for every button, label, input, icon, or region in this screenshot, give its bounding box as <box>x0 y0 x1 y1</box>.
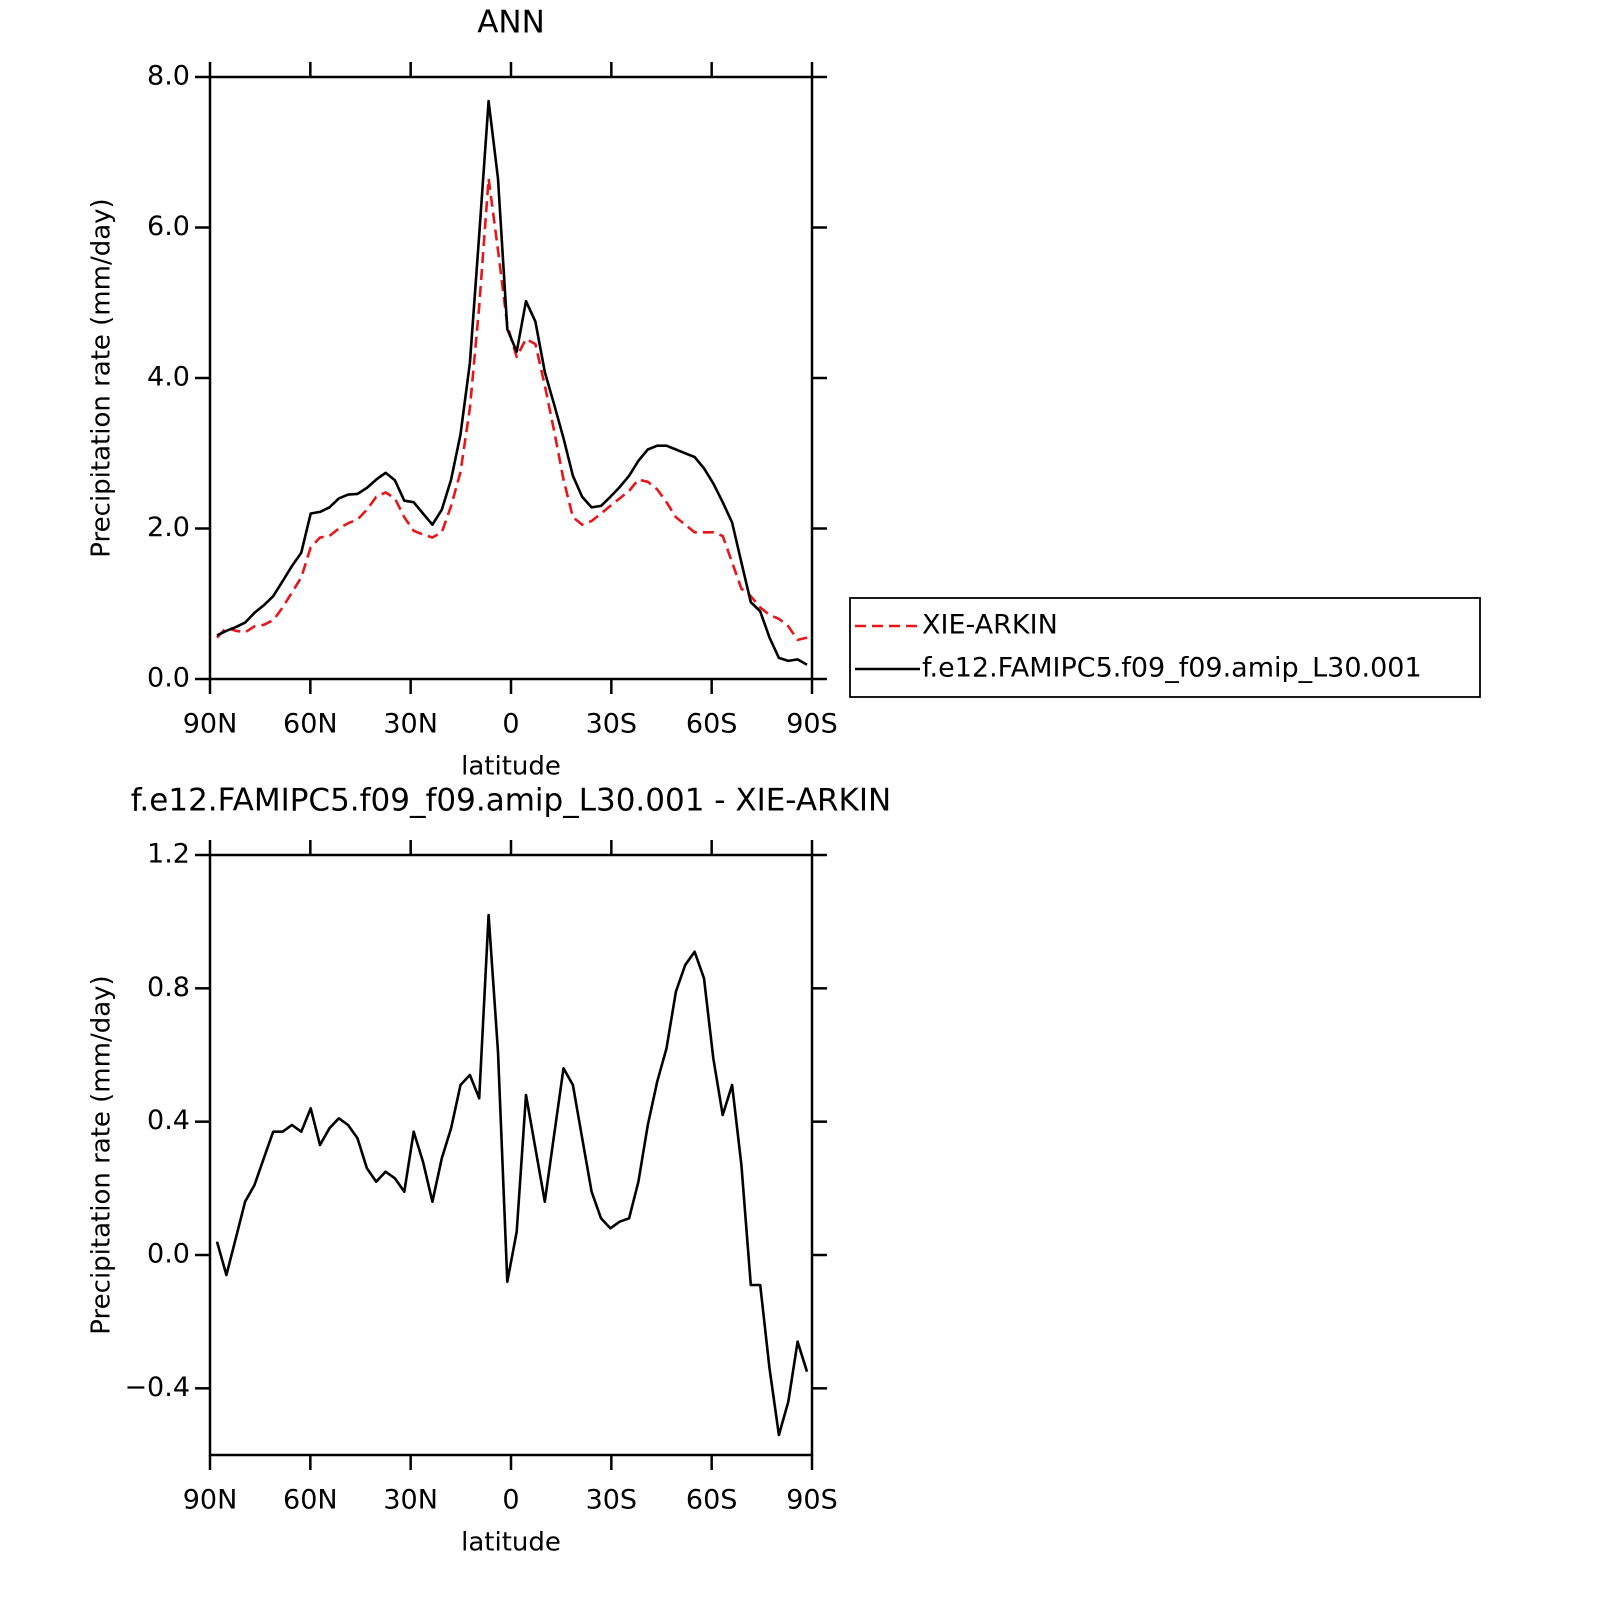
legend-label: f.e12.FAMIPC5.f09_f09.amip_L30.001 <box>922 653 1422 684</box>
y-tick-label: 8.0 <box>147 61 190 92</box>
x-tick-label: 30S <box>586 1485 638 1516</box>
y-tick-label: 1.2 <box>147 839 190 870</box>
y-tick-label: −0.4 <box>124 1372 190 1403</box>
x-tick-label: 90N <box>183 1485 238 1516</box>
data-line <box>216 99 808 666</box>
y-tick-label: 0.0 <box>147 1239 190 1270</box>
x-tick-label: 30N <box>383 709 438 740</box>
x-tick-label: 90S <box>786 1485 838 1516</box>
y-tick-label: 4.0 <box>147 362 190 393</box>
x-tick-label: 60N <box>283 709 338 740</box>
x-tick-label: 60S <box>686 1485 738 1516</box>
y-tick-label: 0.4 <box>147 1105 190 1136</box>
x-tick-label: 90N <box>183 709 238 740</box>
chart-title: ANN <box>477 5 545 41</box>
y-tick-label: 0.8 <box>147 972 190 1003</box>
x-tick-label: 60S <box>686 709 738 740</box>
y-axis-label: Precipitation rate (mm/day) <box>87 198 117 557</box>
x-tick-label: 90S <box>786 709 838 740</box>
legend-label: XIE-ARKIN <box>922 610 1058 641</box>
x-tick-label: 0 <box>502 1485 519 1516</box>
y-axis-label: Precipitation rate (mm/day) <box>87 975 117 1334</box>
chart-title: f.e12.FAMIPC5.f09_f09.amip_L30.001 - XIE… <box>131 783 891 819</box>
plot-frame <box>208 75 814 681</box>
x-tick-label: 0 <box>502 709 519 740</box>
x-axis-label: latitude <box>461 1528 561 1558</box>
y-tick-label: 0.0 <box>147 663 190 694</box>
x-tick-label: 30N <box>383 1485 438 1516</box>
plot-frame <box>208 853 814 1457</box>
y-tick-label: 2.0 <box>147 512 190 543</box>
legend-box <box>849 597 1481 698</box>
data-line <box>216 177 808 642</box>
y-tick-label: 6.0 <box>147 211 190 242</box>
x-axis-label: latitude <box>461 752 561 782</box>
data-line <box>215 913 809 1437</box>
x-tick-label: 60N <box>283 1485 338 1516</box>
x-tick-label: 30S <box>586 709 638 740</box>
